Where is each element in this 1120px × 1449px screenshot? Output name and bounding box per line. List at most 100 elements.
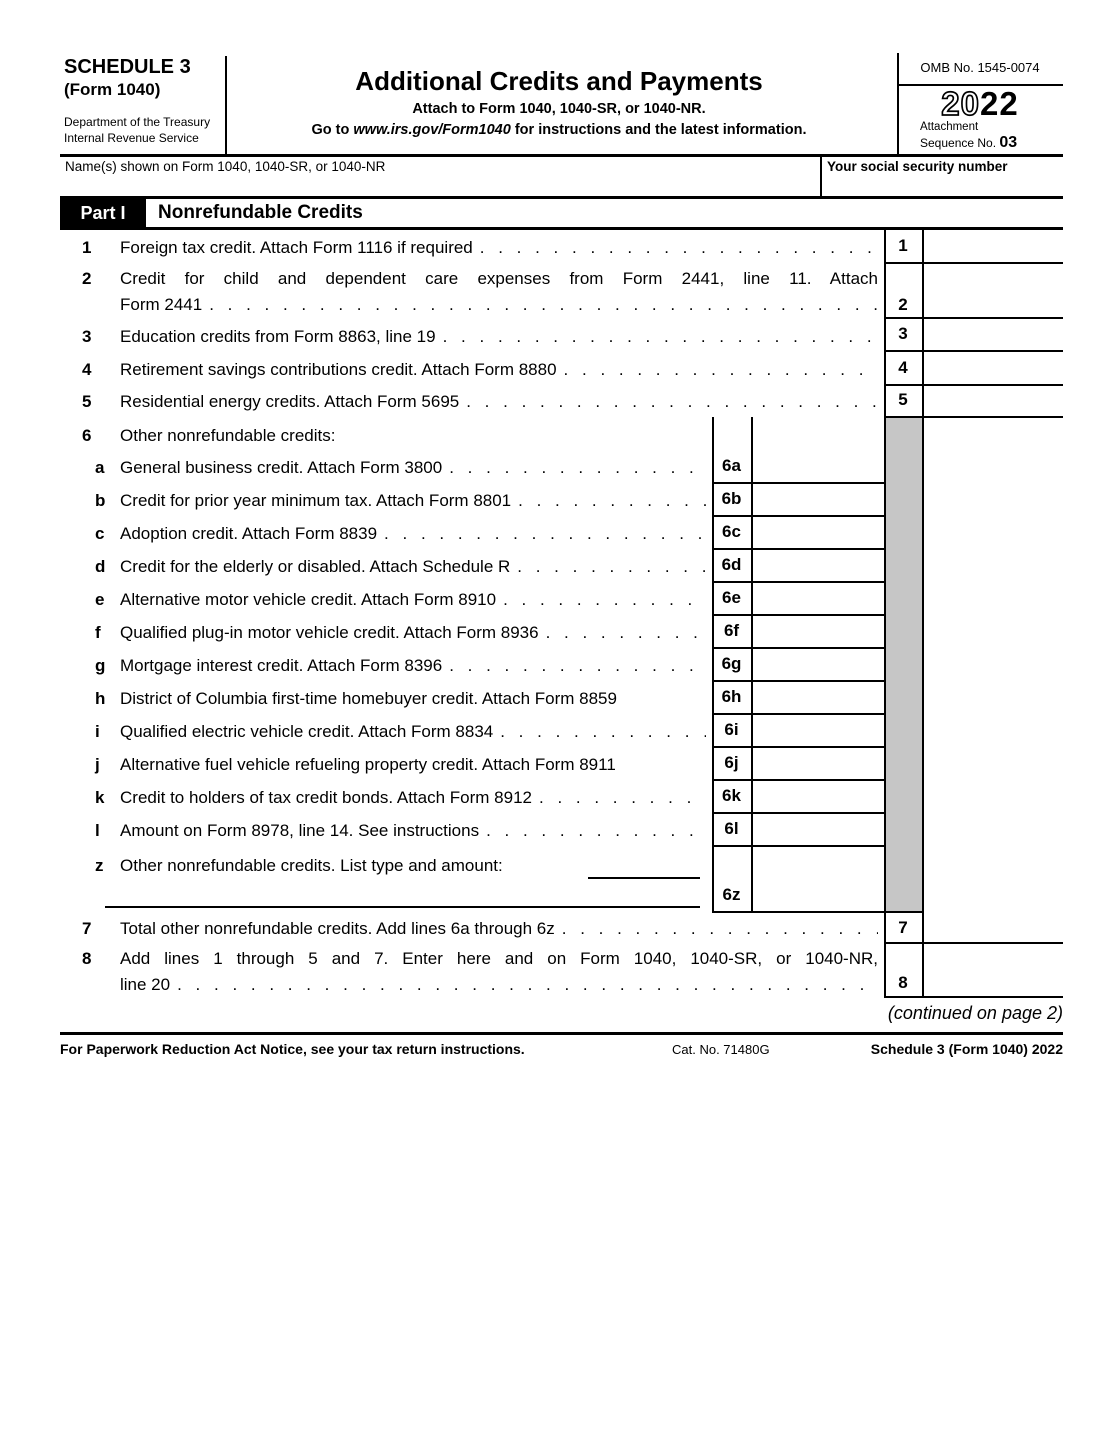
attach-instruction: Attach to Form 1040, 1040-SR, or 1040-NR…: [412, 101, 706, 117]
goto-instruction: Go to www.irs.gov/Form1040 for instructi…: [311, 122, 807, 138]
line-6b-amount-field[interactable]: [752, 483, 883, 514]
part1-badge: Part I: [60, 198, 146, 228]
row-line: [884, 317, 1063, 319]
line-6g-boxnum: 6g: [721, 653, 742, 673]
dot-leader: [539, 787, 706, 808]
line-1-boxnum: 1: [898, 235, 908, 255]
row-line: [712, 581, 884, 583]
dot-leader: [562, 918, 878, 939]
continued-note: (continued on page 2): [887, 1003, 1063, 1023]
line-6z-amount-field[interactable]: [752, 846, 883, 910]
line-6k-amount-field[interactable]: [752, 780, 883, 811]
row-line: [712, 713, 884, 715]
line-6j-row: j Alternative fuel vehicle refueling prop…: [95, 755, 616, 774]
line-6a-row: a General business credit. Attach Form 38…: [82, 449, 706, 490]
footer-border: [60, 1032, 1063, 1035]
line-8-row: 8 Add lines 1 through 5 and 7. Enter here…: [82, 949, 878, 968]
name-field[interactable]: [62, 176, 817, 196]
row-line: [712, 515, 884, 517]
subbox-right-line: [751, 417, 753, 912]
row-line: [712, 779, 884, 781]
line-6d-amount-field[interactable]: [752, 549, 883, 580]
form-id-footer: Schedule 3 (Form 1040) 2022: [870, 1041, 1063, 1057]
line-6f-amount-field[interactable]: [752, 615, 883, 646]
line-2-row-cont: Form 2441: [82, 292, 878, 318]
dot-leader: [449, 655, 706, 676]
dot-leader: [443, 326, 878, 347]
line-6-row: 6 Other nonrefundable credits:: [82, 426, 336, 445]
row-line: [712, 746, 884, 748]
line-6c-amount-field[interactable]: [752, 516, 883, 547]
dot-leader: [517, 556, 706, 577]
dot-leader: [177, 974, 878, 995]
name-row-border: [60, 196, 1063, 199]
schedule-number: SCHEDULE 3: [64, 56, 191, 78]
line-6a-boxnum: 6a: [722, 455, 741, 475]
line-6h-row: h District of Columbia first-time homebuy…: [95, 689, 617, 708]
header-divider-left: [225, 56, 227, 155]
line-6f-boxnum: 6f: [723, 620, 740, 640]
line-6k-row: k Credit to holders of tax credit bonds. …: [82, 779, 706, 820]
line-6j-amount-field[interactable]: [752, 747, 883, 778]
line-6e-amount-field[interactable]: [752, 582, 883, 613]
dot-leader: [564, 359, 878, 380]
line-6l-amount-field[interactable]: [752, 813, 883, 844]
ssn-label: Your social security number: [827, 159, 1008, 174]
form-number: (Form 1040): [64, 80, 161, 99]
line-2-amount-field[interactable]: [923, 263, 1063, 316]
line-6i-amount-field[interactable]: [752, 714, 883, 745]
sequence-number: Sequence No. 03: [920, 134, 1018, 151]
line-6z-type-field[interactable]: [588, 877, 700, 879]
line-2-boxnum: 2: [898, 294, 908, 314]
dot-leader: [546, 622, 706, 643]
line-6c-boxnum: 6c: [722, 521, 741, 541]
line-6a-amount-field[interactable]: [752, 420, 883, 481]
dot-leader: [518, 490, 706, 511]
part1-border: [60, 227, 1063, 230]
line-6z-writein-field[interactable]: [105, 906, 700, 908]
dot-leader: [480, 237, 878, 258]
line-6z-row: z Other nonrefundable credits. List type …: [95, 856, 503, 875]
dot-leader: [384, 523, 706, 544]
row-line: [712, 548, 884, 550]
dot-leader: [209, 294, 878, 315]
row-line: [712, 812, 884, 814]
line-5-amount-field[interactable]: [923, 385, 1063, 415]
line-3-row: 3 Education credits from Form 8863, line …: [82, 318, 878, 359]
numbox-left-line: [884, 228, 886, 997]
subbox-left-line: [712, 417, 714, 912]
line-6e-boxnum: 6e: [722, 587, 741, 607]
line-6z-boxnum: 6z: [722, 885, 741, 904]
line-3-amount-field[interactable]: [923, 318, 1063, 349]
line-5-boxnum: 5: [898, 390, 908, 409]
dot-leader: [449, 457, 706, 478]
row-line: [712, 680, 884, 682]
irs-url: www.irs.gov/Form1040: [353, 122, 511, 138]
tax-year: 2022: [940, 84, 1019, 123]
row-line: [712, 614, 884, 616]
agency-line2: Internal Revenue Service: [64, 131, 199, 145]
row-line: [884, 350, 1063, 352]
row-line: [884, 996, 1063, 998]
line-1-amount-field[interactable]: [923, 229, 1063, 261]
line-6i-boxnum: 6i: [724, 719, 739, 739]
line-4-amount-field[interactable]: [923, 351, 1063, 383]
line-6g-amount-field[interactable]: [752, 648, 883, 679]
shaded-column: [885, 417, 922, 911]
line-6j-boxnum: 6j: [724, 752, 739, 772]
line-2-row: 2 Credit for child and dependent care exp…: [82, 269, 878, 288]
omb-underline: [897, 84, 1063, 86]
dot-leader: [466, 391, 878, 412]
line-7-amount-field[interactable]: [923, 913, 1063, 941]
part1-heading: Nonrefundable Credits: [158, 202, 363, 223]
line-8-amount-field[interactable]: [923, 943, 1063, 995]
dot-leader: [486, 820, 706, 841]
line-6h-amount-field[interactable]: [752, 681, 883, 712]
attachment-label: Attachment: [920, 121, 979, 133]
agency-line1: Department of the Treasury: [64, 115, 211, 129]
row-line: [884, 384, 1063, 386]
ssn-field[interactable]: [822, 176, 1062, 196]
line-4-row: 4 Retirement savings contributions credit…: [82, 351, 878, 392]
form-title: Additional Credits and Payments: [355, 66, 763, 96]
